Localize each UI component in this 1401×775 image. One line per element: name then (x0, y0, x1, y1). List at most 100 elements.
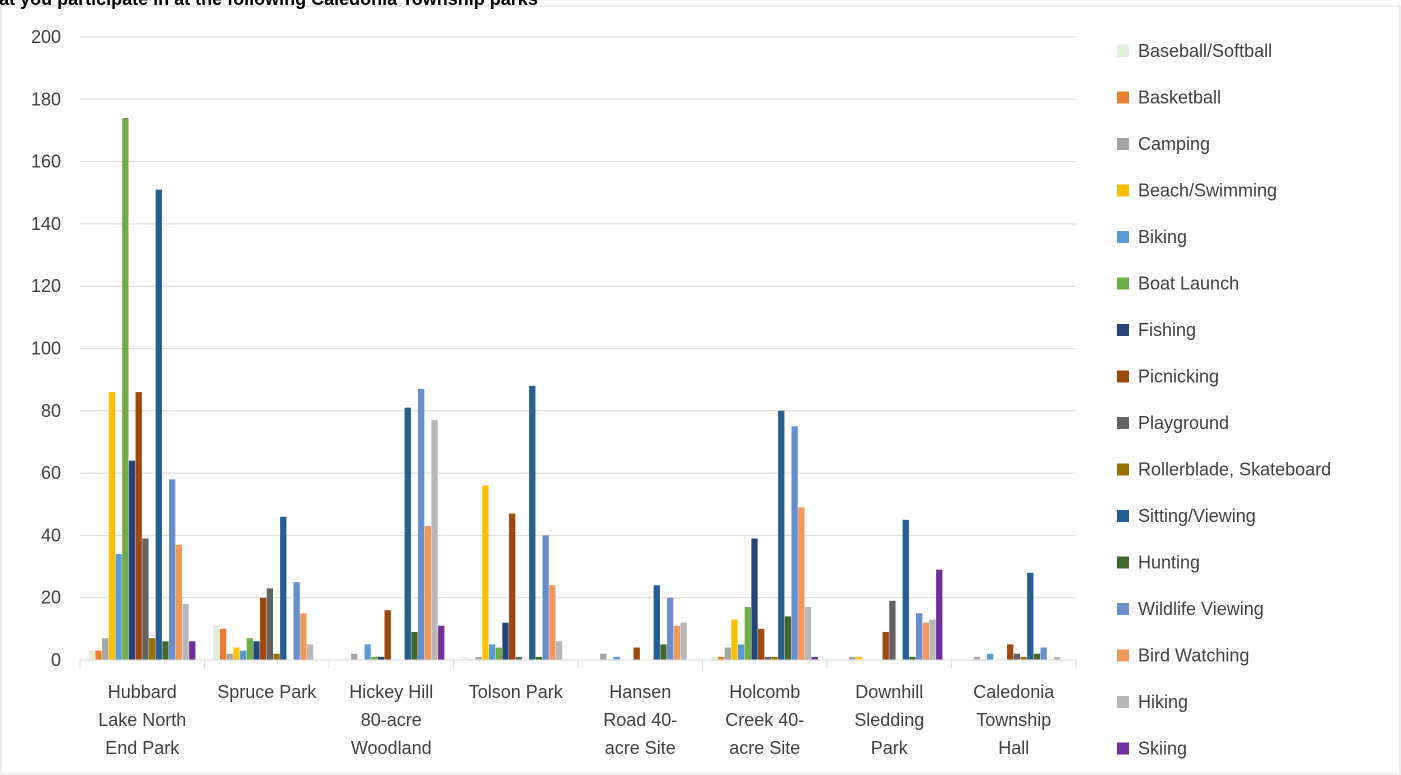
legend-label: Sitting/Viewing (1138, 506, 1256, 526)
bar (784, 616, 792, 660)
bar (535, 656, 543, 660)
legend-swatch (1117, 370, 1129, 383)
legend-swatch (1117, 696, 1129, 708)
legend-swatch (1117, 138, 1129, 150)
bar (162, 641, 169, 660)
bar (811, 656, 818, 660)
bar (462, 656, 469, 660)
x-category-label: 80-acre (361, 710, 422, 730)
bar (260, 597, 267, 660)
x-category-label: Hall (998, 738, 1029, 758)
bar (351, 653, 358, 660)
bar (189, 641, 196, 660)
bar (411, 631, 418, 660)
bar (849, 656, 856, 660)
bar (600, 653, 607, 660)
legend-label: Picnicking (1138, 367, 1219, 387)
bar (653, 585, 660, 660)
legend-swatch (1117, 184, 1129, 197)
legend-label: Basketball (1138, 88, 1221, 108)
bar (667, 597, 674, 660)
bar (280, 516, 287, 660)
bar (377, 656, 385, 660)
bar (135, 392, 142, 660)
y-tick-label: 140 (31, 214, 61, 234)
bar (731, 619, 738, 660)
bar (182, 603, 189, 660)
legend-swatch (1117, 45, 1129, 57)
x-category-label: Woodland (351, 738, 432, 758)
bar (916, 613, 923, 660)
bar (424, 526, 432, 660)
bar (764, 656, 772, 660)
bar (384, 610, 391, 660)
legend-label: Hiking (1138, 692, 1188, 712)
bar (751, 538, 758, 660)
bar (364, 644, 371, 660)
bar (1027, 572, 1034, 660)
legend-swatch (1117, 91, 1129, 104)
legend-swatch (1117, 603, 1129, 615)
bar (1013, 653, 1021, 660)
bar (909, 656, 916, 660)
legend-label: Skiing (1138, 739, 1187, 759)
bar (986, 653, 994, 660)
bar (1007, 644, 1014, 660)
legend-label: Biking (1138, 227, 1187, 247)
bar (771, 656, 778, 660)
bar (1040, 647, 1047, 660)
bar (1033, 653, 1041, 660)
y-tick-label: 180 (31, 89, 61, 109)
bar (266, 588, 274, 660)
x-category-label: Park (871, 738, 909, 758)
x-category-label: Creek 40- (725, 710, 804, 730)
bar (108, 392, 116, 660)
bar (509, 513, 516, 660)
bar (680, 622, 687, 660)
bar (122, 117, 129, 661)
bar (791, 426, 798, 660)
bar (246, 638, 253, 660)
bar (488, 644, 496, 660)
bars (88, 117, 1061, 661)
bar (253, 641, 260, 660)
bar (148, 638, 156, 660)
y-tick-label: 200 (31, 27, 61, 47)
bar (95, 650, 102, 660)
x-category-label: Lake North (98, 710, 186, 730)
legend-label: Hunting (1138, 553, 1200, 573)
y-tick-label: 80 (41, 401, 61, 421)
bar (804, 607, 812, 660)
bar (142, 538, 149, 660)
x-category-label: Spruce Park (217, 682, 317, 702)
x-category-label: acre Site (605, 738, 676, 758)
legend-swatch (1117, 556, 1129, 569)
bar (273, 653, 280, 660)
bar (128, 460, 136, 660)
bar (102, 638, 109, 660)
legend-label: Rollerblade, Skateboard (1138, 460, 1331, 480)
legend-swatch (1117, 742, 1129, 755)
bar (475, 656, 482, 660)
bar (798, 507, 805, 660)
x-category-label: Road 40- (603, 710, 677, 730)
bar (717, 656, 725, 660)
legend-swatch (1117, 510, 1129, 522)
bar (902, 519, 909, 660)
legend-label: Playground (1138, 413, 1229, 433)
bar (936, 569, 943, 660)
y-tick-label: 100 (31, 339, 61, 359)
y-tick-label: 20 (41, 588, 61, 608)
bar (502, 622, 509, 660)
bar (371, 656, 378, 660)
bar (438, 625, 445, 660)
y-tick-label: 40 (41, 525, 61, 545)
legend-swatch (1117, 277, 1129, 290)
bar (778, 410, 785, 660)
bar (169, 479, 176, 660)
bar (175, 544, 183, 660)
bar (922, 622, 930, 660)
legend-label: Wildlife Viewing (1138, 599, 1264, 619)
bar (115, 554, 122, 660)
